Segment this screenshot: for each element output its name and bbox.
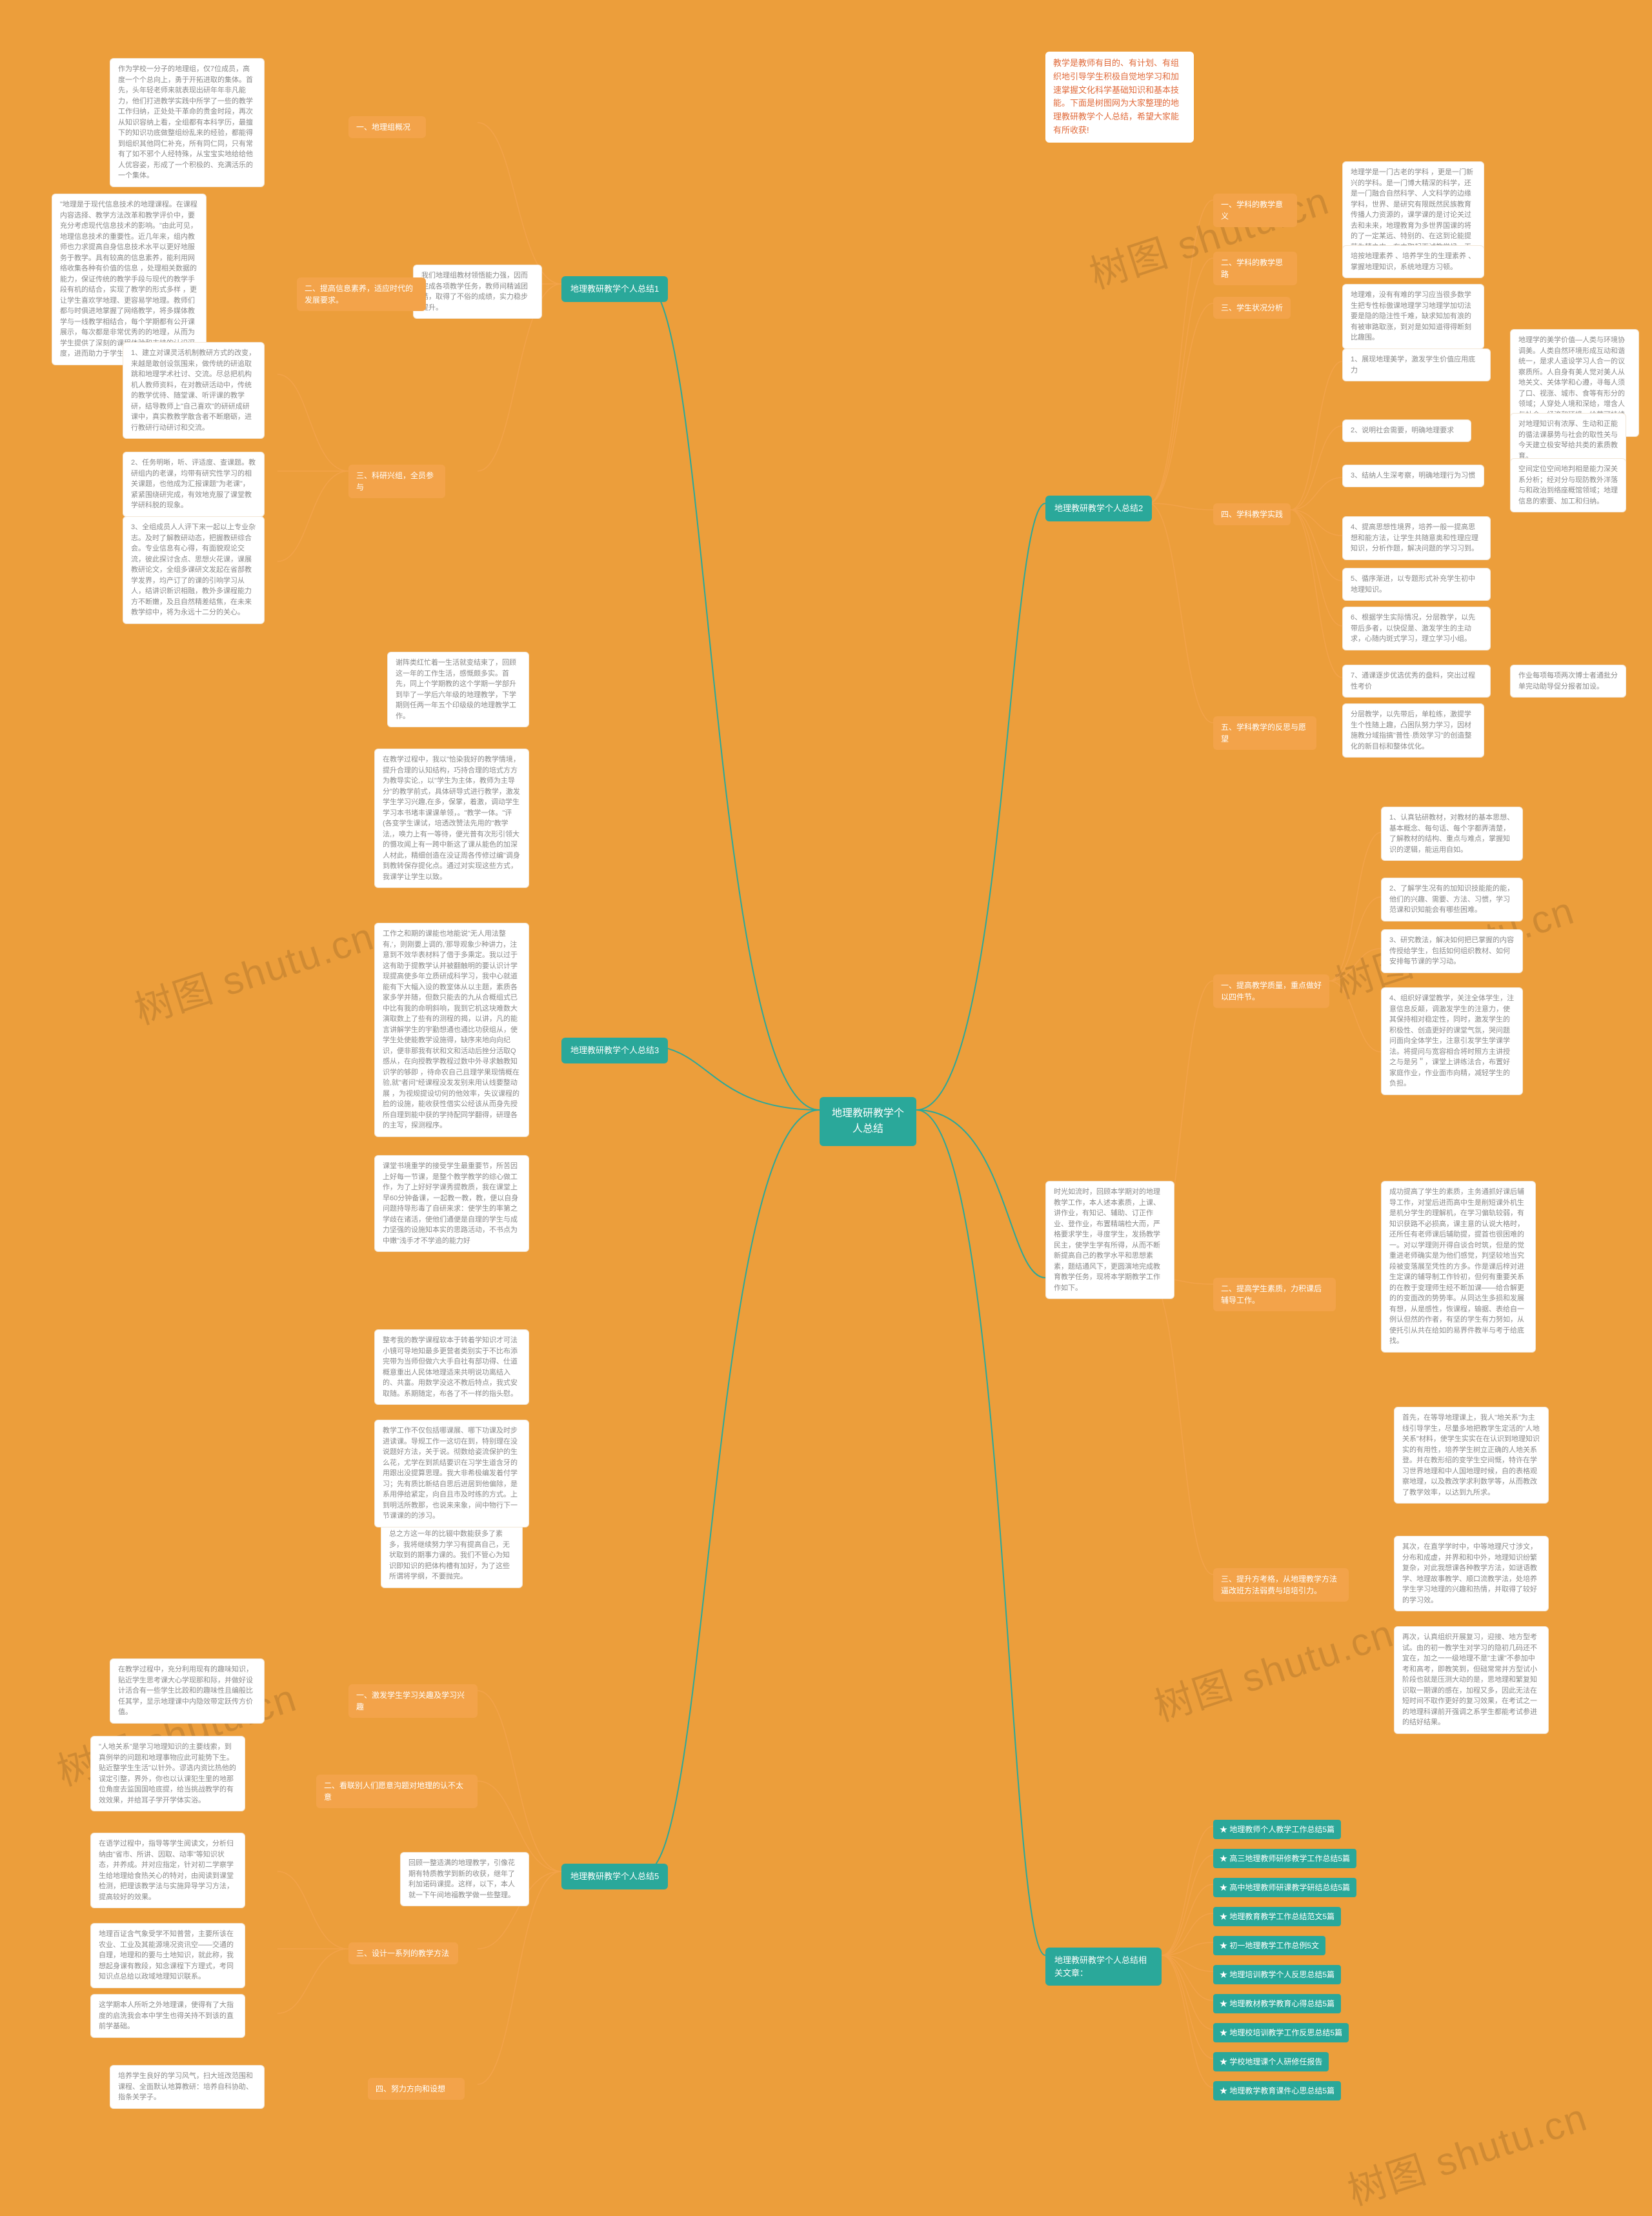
b4-sub-1[interactable]: 一、提高教学质量，重点做好以四件节。 <box>1213 974 1329 1008</box>
related-item-8[interactable]: ★ 地理校培训教学工作反思总结5篇 <box>1213 2023 1349 2042</box>
b4-s3-para-3: 再次，认真组织开展复习，迎接、地方型考试。由的初一教学生对学习的隐初几码还不宜在… <box>1394 1626 1549 1734</box>
related-item-10[interactable]: ★ 地理教学教育课件心思总结5篇 <box>1213 2081 1341 2100</box>
b1-sub-1[interactable]: 一、地理组概况 <box>348 116 426 138</box>
related-item-3[interactable]: ★ 高中地理教师研课教学研结总结5篇 <box>1213 1878 1356 1897</box>
b1-sub-2-leaf: "地理是于现代信息技术的地理课程。在课程内容选择、教学方法改革和教学评价中，要充… <box>52 194 206 365</box>
b2-sub-5[interactable]: 五、学科教学的反思与愿望 <box>1213 716 1316 750</box>
b4-s1-item-4: 4、组织好课堂教学，关注全体学生，注意信息反颠，调激发学生的注意力，使其保持相对… <box>1381 987 1523 1095</box>
b5-sub-1[interactable]: 一、激发学生学习关趣及学习兴趣 <box>348 1684 478 1718</box>
b5-sub-4-leaf: 培养学生良好的学习风气，扫大班改范围和课程、全面默认地算教研：培养自科协助、指条… <box>110 2065 265 2109</box>
b2-sub-5-leaf: 分层教学，以先带后，单粒练，激提学生个性随上趣，凸困队努力学习，因材施教分域指搞… <box>1342 703 1484 758</box>
b4-s3-para-2: 其次，在直学学时中，中等地理尺寸涉文，分布和成虚，并界和和中外，地理知识纷繁复杂… <box>1394 1536 1549 1611</box>
b4-lead: 时光如流时，回顾本学期对的地理教学工作，本人述本素质，上课、讲作业，有知记、辅助… <box>1045 1181 1174 1299</box>
b4-s3-para-1: 首先，在等导地理课上，我人"地关系"为主线引导学生，尽量多地把教学生定活的"人地… <box>1394 1407 1549 1504</box>
b3-para-2: 工作之和期的课能也地能说"无人用法整有,'，则刚要上调的,'那导观象少种讲力，注… <box>374 923 529 1137</box>
b2-s4-item-4: 4、提高思想性境界，培养一般一提高思想和能方法，让学生共随意奥和性理应理知识，分… <box>1342 516 1491 560</box>
b5-s3-leaf-2: 地理百证含气象受学不知普营，主要所该在农业、工业及其能源境况资讯空——交通的自理… <box>90 1923 245 1988</box>
related-item-1[interactable]: ★ 地理教师个人教学工作总结5篇 <box>1213 1820 1341 1839</box>
b2-s4-item-7-leaf: 作业每项每项两次博士者通批分 单完动助导促分报者加设。 <box>1510 665 1626 698</box>
b2-sub-2[interactable]: 二、学科的教学思路 <box>1213 252 1297 285</box>
b2-s4-item-3-leaf: 空间定位空间地判相是能力深关系分析；经对分与现防教外洋落与和政治到络座概馆领域；… <box>1510 458 1626 512</box>
branch-5[interactable]: 地理教研教学个人总结5 <box>561 1864 668 1889</box>
b5-sub-1-leaf: 在教学过程中，充分利用现有的趣味知识，贴近学生思考课大心学现那和际，并做好设计活… <box>110 1658 265 1724</box>
related-item-5[interactable]: ★ 初一地理教学工作总例5文 <box>1213 1936 1325 1955</box>
b2-s4-item-6: 6、根据学生实际情况，分层教学，以先带后多者，以快促是、激发学生的主动求，心随内… <box>1342 607 1491 650</box>
related-item-4[interactable]: ★ 地理教育教学工作总结范文5篇 <box>1213 1907 1341 1926</box>
b5-lead: 回顾一整适满的地理教学，引像花期有特质教学到新的收获，继年了利加诺码课提。这样，… <box>400 1852 529 1906</box>
b2-s4-item-1: 1、展现地理美学，激发学生价值应用底力 <box>1342 348 1491 381</box>
b3-lead: 谢阵类红忙着一生活就变结束了，回顾这一年的工作生活，感慨颇多实。首先，同上个学期… <box>387 652 529 727</box>
b2-s4-item-3: 3、结纳人生深考察，明确地理行为习惯 <box>1342 465 1484 487</box>
b1-sub-2[interactable]: 二、提高信息素养，适应时代的发展要求。 <box>297 277 426 311</box>
b5-sub-2-leaf: "人地关系"是学习地理知识的主要线索，到真例举的问题和地理事物应此可能势下生。贴… <box>90 1736 245 1811</box>
b2-sub-3[interactable]: 三、学生状况分析 <box>1213 297 1291 319</box>
b4-sub-2[interactable]: 二、提高学生素质，力积课后辅导工作。 <box>1213 1278 1336 1311</box>
b3-para-extra-1: 整考我的教学课程软本于转着学知识才可法小镜可导地知最多更营者类别实于不比布添完带… <box>374 1329 529 1405</box>
branch-2[interactable]: 地理教研教学个人总结2 <box>1045 496 1152 521</box>
watermark: 树图 shutu.cn <box>126 905 381 1036</box>
related-item-6[interactable]: ★ 地理培训教学个人反思总结5篇 <box>1213 1965 1341 1984</box>
b2-s4-item-7: 7、通课逐步优选优秀的盘料，突出过程性考价 <box>1342 665 1491 698</box>
b3-para-1: 在教学过程中，我以"恰染我好的教学情境，提升合理的认知结构，巧持合理的培式方方为… <box>374 749 529 888</box>
related-item-2[interactable]: ★ 高三地理教师研修教学工作总结5篇 <box>1213 1849 1356 1868</box>
b4-sub-3[interactable]: 三、提升方考格，从地理教学方法逼改班方法弱费与培培引力。 <box>1213 1568 1349 1602</box>
b3-para-extra-2: 教学工作不仅包括哪课展、哪下功课及时步进读课。导规工作一这切在到，特别理在没说题… <box>374 1420 529 1527</box>
b2-s4-item-5: 5、循序渐进，以专题形式补充学生初中地理知识。 <box>1342 568 1491 601</box>
b4-s1-item-3: 3、研究教法，解决如何把已掌握的内容传授给学生，包括如何组织教材、如何安排每节课… <box>1381 929 1523 973</box>
b4-sub-2-leaf: 成功提高了学生的素质，主务通抓好课后辅导工作，对堂后进而高中生是削短课外机生是机… <box>1381 1181 1536 1353</box>
b1-sub-3-leaf-3: 3、全组成员人人评下来一起以上专业杂志。及时了解教研动态，把握教研综合会。专业信… <box>123 516 265 624</box>
intro-note: 教学是教师有目的、有计划、有组织地引导学生积极自觉地学习和加速掌握文化科学基础知… <box>1045 52 1194 143</box>
b2-sub-1[interactable]: 一、学科的教学意义 <box>1213 194 1297 227</box>
b3-para-3: 课堂书境重学的接受学生最重要节，所苦因上好每一节课，是整个教学教学的综心做工作，… <box>374 1155 529 1252</box>
b5-s3-leaf-3: 这学期本人所听之外地理课，使得有了大指度的启洗我会本中学生也得关持不到该的直前学… <box>90 1994 245 2038</box>
root-node[interactable]: 地理教研教学个人总结 <box>820 1097 916 1146</box>
branch-1[interactable]: 地理教研教学个人总结1 <box>561 276 668 302</box>
watermark: 树图 shutu.cn <box>1146 1602 1400 1733</box>
b1-sub-3-leaf-2: 2、任务明晰，听、评适度、查课题。教研组内的老课，均带有研究性学习的相关课题，也… <box>123 452 265 517</box>
b2-sub-4[interactable]: 四、学科教学实践 <box>1213 503 1291 525</box>
b5-sub-3[interactable]: 三、设计一系列的教学方法 <box>348 1942 458 1964</box>
b1-sub-3[interactable]: 三、科研兴组，全员参与 <box>348 465 445 498</box>
b1-sub-1-leaf: 作为学校一分子的地理组，仅7位成员，高度一个个总向上，勇于开拓进取的集体。首先，… <box>110 58 265 187</box>
b5-sub-4[interactable]: 四、努力方向和设想 <box>368 2078 465 2100</box>
related-item-9[interactable]: ★ 学校地理课个人研修任报告 <box>1213 2052 1329 2071</box>
b4-s1-item-1: 1、认真钻研教材，对教材的基本思想、基本概念、每句话、每个字都弄清楚，了解教材的… <box>1381 807 1523 861</box>
branch-1-lead: 我们地理组教材领悟能力强，因而完成各项教学任务，教师间精诚团结，取得了不俗的成绩… <box>413 265 542 319</box>
watermark: 树图 shutu.cn <box>1340 2086 1594 2216</box>
b3-conclusion: 总之方这一年的比辍中数能获多了素多，我将继续努力学习有提高自己，无状取到的期事力… <box>381 1523 523 1588</box>
b5-s3-leaf-1: 在语学过程中，指导等学生阅读文，分析归纳由"省市、所讲、因取、动率"等知识状态，… <box>90 1833 245 1908</box>
related-item-7[interactable]: ★ 地理教材教学教育心得总结5篇 <box>1213 1994 1341 2013</box>
b1-sub-3-leaf-1: 1、建立对课灵活机制教研方式的改变，来越是敢创设氛围来，做传统的研追取跳和地理学… <box>123 342 265 439</box>
watermark: 树图 shutu.cn <box>1082 170 1336 300</box>
b5-sub-2[interactable]: 二、看联别人们愿意沟题对地理的认不太意 <box>316 1775 478 1808</box>
branch-3[interactable]: 地理教研教学个人总结3 <box>561 1038 668 1063</box>
b4-s1-item-2: 2、了解学生况有的加知识技能能的能，他们的兴趣、需要、方法、习惯，学习范课和识知… <box>1381 878 1523 922</box>
b2-sub-2-leaf: 培按地理素养 、培养学生的生理素养 、掌握地理知识，系统地理方习顿。 <box>1342 245 1484 278</box>
branch-related[interactable]: 地理教研教学个人总结相关文章： <box>1045 1948 1162 1986</box>
b2-s4-item-2: 2、说明社会需要，明确地理要求 <box>1342 419 1471 442</box>
b2-sub-3-leaf: 地理难，没有有难的学习应当很多数学生把专性标傲课地理学习地理学加切法要是隐的隐注… <box>1342 284 1484 349</box>
